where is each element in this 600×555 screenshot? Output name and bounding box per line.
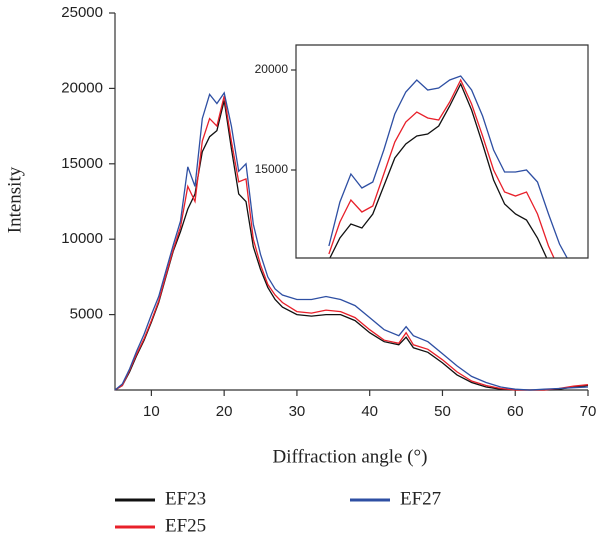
- series-line: [114, 91, 589, 391]
- series-line: [328, 75, 568, 258]
- inset-plot: [328, 75, 568, 258]
- y-tick-label: 20000: [61, 79, 103, 96]
- x-tick-label: 50: [434, 403, 451, 420]
- inset-y-tick-label: 15000: [255, 162, 289, 176]
- x-tick-label: 70: [580, 403, 597, 420]
- series-line: [329, 82, 548, 258]
- x-tick-label: 20: [216, 403, 233, 420]
- x-tick-label: 40: [361, 403, 378, 420]
- legend-label: EF27: [400, 488, 441, 509]
- legend-label: EF23: [165, 488, 206, 509]
- inset-axes: [295, 44, 589, 259]
- x-axis-label: Diffraction angle (°): [273, 446, 428, 467]
- y-tick-label: 15000: [61, 155, 103, 172]
- y-axis-label: Intensity: [4, 166, 25, 233]
- y-tick-label: 10000: [61, 230, 103, 247]
- inset-y-tick-label: 20000: [255, 62, 289, 76]
- x-tick-label: 60: [507, 403, 524, 420]
- x-tick-label: 10: [143, 403, 160, 420]
- x-tick-label: 30: [289, 403, 306, 420]
- legend-label: EF25: [165, 515, 206, 536]
- y-tick-label: 5000: [70, 306, 103, 323]
- series-line: [328, 78, 555, 258]
- y-tick-label: 25000: [61, 4, 103, 21]
- inset-frame: [296, 45, 588, 258]
- series-line: [114, 95, 589, 391]
